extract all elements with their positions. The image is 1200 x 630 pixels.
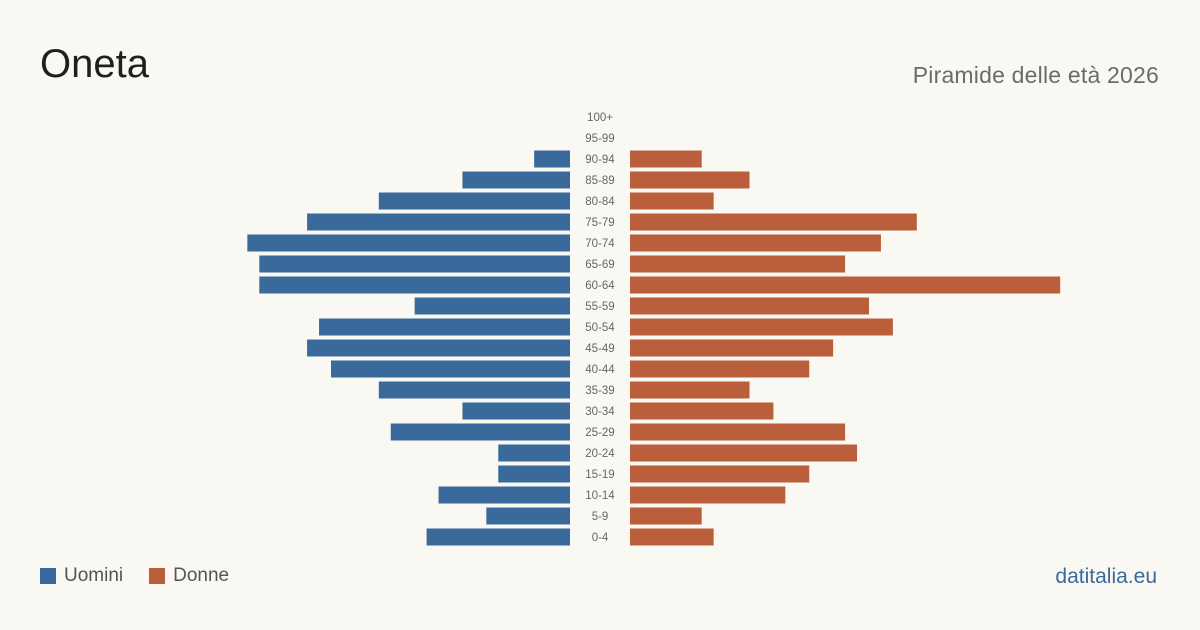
age-label-75-79: 75-79 bbox=[585, 217, 614, 229]
age-label-80-84: 80-84 bbox=[585, 196, 615, 208]
page-title: Oneta bbox=[40, 42, 149, 86]
bar-women-15-19 bbox=[630, 465, 810, 483]
bar-men-35-39 bbox=[378, 381, 570, 399]
bar-men-75-79 bbox=[307, 213, 570, 231]
bar-women-90-94 bbox=[630, 150, 702, 168]
bar-men-45-49 bbox=[307, 339, 570, 357]
legend-label-women: Donne bbox=[173, 565, 230, 586]
bar-women-70-74 bbox=[630, 234, 881, 252]
bar-men-30-34 bbox=[462, 402, 570, 420]
legend: Uomini Donne bbox=[40, 565, 255, 587]
bar-women-85-89 bbox=[630, 171, 750, 189]
bar-women-55-59 bbox=[630, 297, 869, 315]
bar-women-0-4 bbox=[630, 528, 714, 546]
age-label-55-59: 55-59 bbox=[585, 301, 614, 313]
age-label-60-64: 60-64 bbox=[585, 280, 615, 292]
age-label-10-14: 10-14 bbox=[585, 490, 615, 502]
brand-link[interactable]: datitalia.eu bbox=[1055, 565, 1157, 588]
bar-women-5-9 bbox=[630, 507, 702, 525]
bar-men-60-64 bbox=[259, 276, 570, 294]
age-label-70-74: 70-74 bbox=[585, 238, 615, 250]
bar-women-40-44 bbox=[630, 360, 810, 378]
bar-men-10-14 bbox=[438, 486, 570, 504]
legend-item-women: Donne bbox=[149, 565, 229, 587]
bar-men-55-59 bbox=[414, 297, 570, 315]
bar-men-15-19 bbox=[498, 465, 570, 483]
age-label-50-54: 50-54 bbox=[585, 322, 615, 334]
age-label-30-34: 30-34 bbox=[585, 406, 615, 418]
bar-men-20-24 bbox=[498, 444, 570, 462]
bar-men-70-74 bbox=[247, 234, 570, 252]
bar-men-0-4 bbox=[426, 528, 570, 546]
age-label-40-44: 40-44 bbox=[585, 364, 615, 376]
bar-women-35-39 bbox=[630, 381, 750, 399]
bar-women-20-24 bbox=[630, 444, 858, 462]
age-label-100+: 100+ bbox=[587, 112, 613, 124]
age-label-45-49: 45-49 bbox=[585, 343, 614, 355]
bar-men-40-44 bbox=[331, 360, 570, 378]
bar-women-50-54 bbox=[630, 318, 893, 336]
bar-women-10-14 bbox=[630, 486, 786, 504]
bar-women-25-29 bbox=[630, 423, 846, 441]
legend-label-men: Uomini bbox=[64, 565, 124, 586]
age-label-0-4: 0-4 bbox=[592, 532, 609, 544]
bar-women-75-79 bbox=[630, 213, 917, 231]
age-label-35-39: 35-39 bbox=[585, 385, 614, 397]
bar-men-90-94 bbox=[534, 150, 570, 168]
age-label-25-29: 25-29 bbox=[585, 427, 614, 439]
bar-men-50-54 bbox=[319, 318, 570, 336]
bar-men-80-84 bbox=[378, 192, 570, 210]
age-label-90-94: 90-94 bbox=[585, 154, 615, 166]
bar-women-30-34 bbox=[630, 402, 774, 420]
legend-item-men: Uomini bbox=[40, 565, 123, 587]
age-label-65-69: 65-69 bbox=[585, 259, 614, 271]
bar-women-60-64 bbox=[630, 276, 1061, 294]
age-label-95-99: 95-99 bbox=[585, 133, 614, 145]
chart-subtitle: Piramide delle età 2026 bbox=[912, 62, 1159, 88]
bar-women-80-84 bbox=[630, 192, 714, 210]
age-label-20-24: 20-24 bbox=[585, 448, 615, 460]
bar-men-25-29 bbox=[390, 423, 570, 441]
age-label-5-9: 5-9 bbox=[592, 511, 609, 523]
age-label-15-19: 15-19 bbox=[585, 469, 614, 481]
legend-swatch-women bbox=[149, 568, 166, 584]
bar-women-45-49 bbox=[630, 339, 834, 357]
bar-women-65-69 bbox=[630, 255, 846, 273]
bar-men-85-89 bbox=[462, 171, 570, 189]
age-label-85-89: 85-89 bbox=[585, 175, 614, 187]
legend-swatch-men bbox=[40, 568, 56, 584]
bar-men-65-69 bbox=[259, 255, 570, 273]
bar-men-5-9 bbox=[486, 507, 570, 525]
